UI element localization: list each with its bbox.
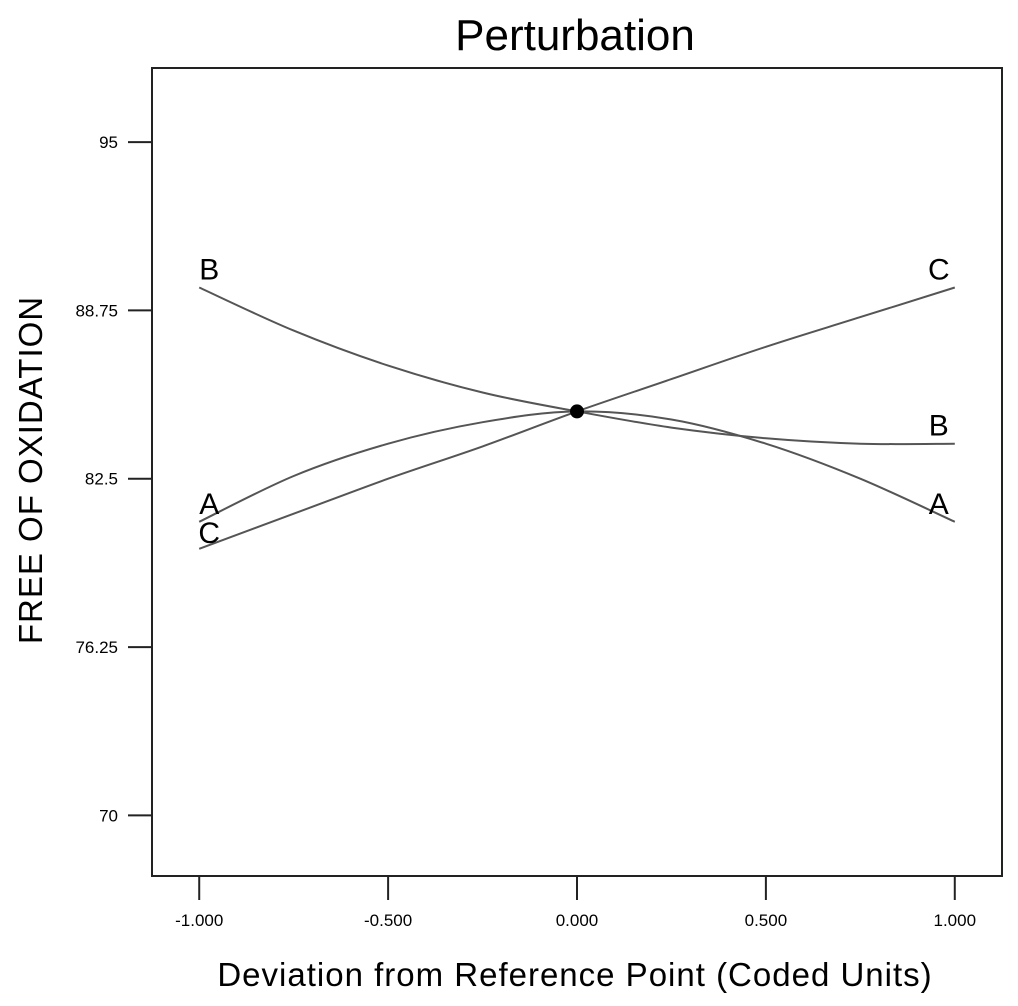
y-tick-label: 70: [99, 806, 118, 825]
x-tick-label: 0.000: [556, 911, 599, 930]
series-label-c-right: C: [928, 254, 950, 287]
x-tick-label: 0.500: [745, 911, 788, 930]
series-line-b: [198, 286, 955, 446]
reference-point-marker: [570, 404, 584, 419]
y-axis-label: FREE OF OXIDATION: [12, 296, 49, 644]
y-tick-label: 95: [99, 133, 118, 152]
series-layer: [198, 286, 956, 550]
series-labels: A A B B C C: [198, 254, 949, 550]
x-tick-label: -0.500: [364, 911, 412, 930]
series-label-a-left: A: [199, 488, 219, 521]
x-axis: -1.000 -0.500 0.000 0.500 1.000: [175, 876, 976, 930]
series-label-c-left: C: [198, 517, 220, 550]
y-tick-label: 88.75: [75, 301, 118, 320]
series-label-b-left: B: [199, 254, 219, 287]
x-axis-label: Deviation from Reference Point (Coded Un…: [217, 956, 932, 993]
chart-title: Perturbation: [455, 11, 695, 60]
series-label-a-right: A: [929, 488, 949, 521]
series-label-b-right: B: [929, 410, 949, 443]
series-line-a: [198, 410, 956, 523]
x-tick-label: 1.000: [934, 911, 977, 930]
y-axis: 70 76.25 82.5 88.75 95: [75, 133, 152, 825]
y-tick-label: 76.25: [75, 638, 118, 657]
x-tick-label: -1.000: [175, 911, 223, 930]
y-tick-label: 82.5: [85, 470, 118, 489]
plot-frame: [151, 67, 1003, 877]
